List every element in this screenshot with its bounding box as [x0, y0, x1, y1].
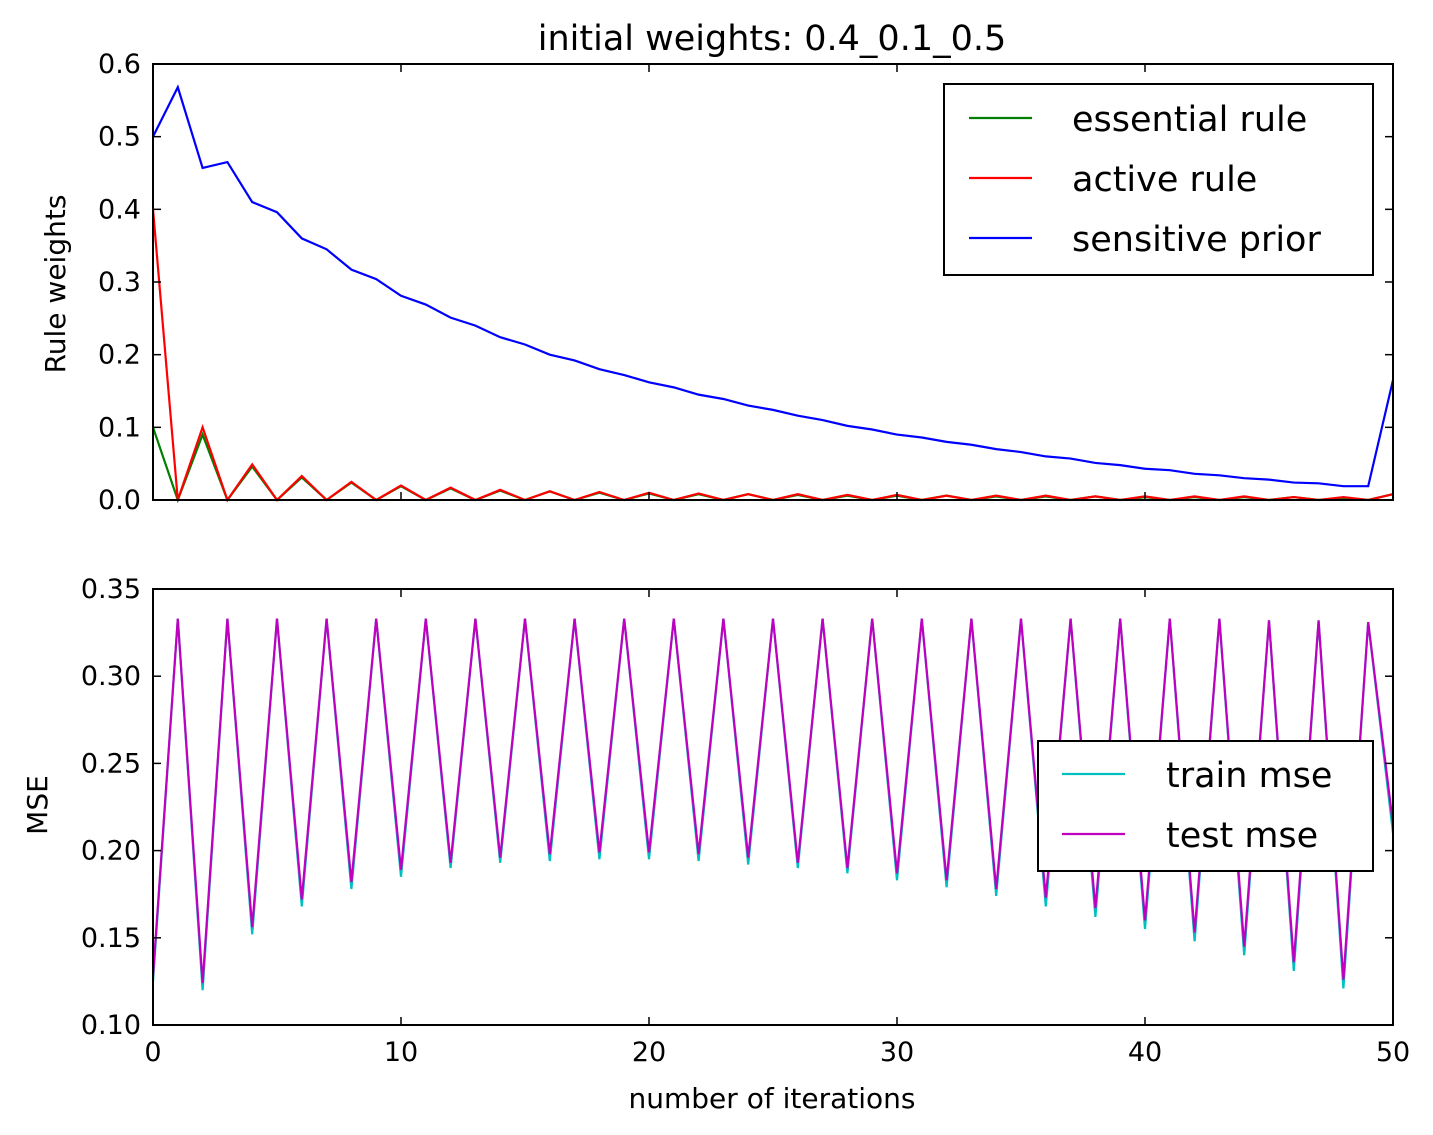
y-tick-label: 0.25	[81, 748, 141, 779]
legend-label-test-mse: test mse	[1166, 816, 1318, 856]
x-tick-label: 40	[1128, 1037, 1162, 1068]
y-tick-label: 0.4	[98, 194, 141, 225]
legend-label-essential-rule: essential rule	[1072, 100, 1307, 140]
mse-panel: MSE number of iterations 0 10 20 30 40 50 0.10…	[21, 574, 1410, 1115]
series-line-sensitive-prior	[152, 84, 1395, 488]
rule-weights-panel: initial weights: 0.4_0.1_0.5 Rule weight…	[39, 19, 1395, 516]
x-tick-label: 20	[632, 1037, 666, 1068]
y-tick-label: 0.3	[98, 267, 141, 298]
x-axis-label: number of iterations	[629, 1082, 916, 1115]
top-legend-box	[943, 83, 1374, 276]
y-tick-label: 0.0	[98, 485, 141, 516]
bottom-y-axis-label: MSE	[21, 775, 54, 835]
chart-title: initial weights: 0.4_0.1_0.5	[538, 19, 1007, 59]
y-tick-label: 0.15	[81, 923, 141, 954]
y-tick-label: 0.30	[81, 661, 141, 692]
top-plot-frame	[152, 63, 1394, 501]
bottom-legend: train mse test mse	[1037, 740, 1374, 872]
y-tick-label: 0.20	[81, 836, 141, 867]
y-tick-label: 0.10	[81, 1010, 141, 1041]
legend-label-train-mse: train mse	[1166, 756, 1332, 796]
y-tick-label: 0.35	[81, 574, 141, 605]
legend-label-sensitive-prior: sensitive prior	[1072, 220, 1321, 260]
bottom-ticks-group: 0 10 20 30 40 50 0.10 0.15 0.20 0.25 0.30 0.35	[81, 574, 1410, 1068]
x-tick-label: 10	[384, 1037, 418, 1068]
top-y-axis-label: Rule weights	[39, 195, 72, 374]
x-tick-label: 30	[880, 1037, 914, 1068]
legend-label-active-rule: active rule	[1072, 160, 1257, 200]
bottom-legend-box	[1037, 740, 1374, 872]
y-tick-label: 0.5	[98, 122, 141, 153]
x-tick-label: 50	[1376, 1037, 1410, 1068]
x-tick-label: 0	[144, 1037, 161, 1068]
y-tick-label: 0.6	[98, 49, 141, 80]
y-tick-label: 0.1	[98, 412, 141, 443]
top-legend: essential rule active rule sensitive pri…	[943, 83, 1374, 276]
bottom-plot-frame	[152, 588, 1394, 1026]
y-tick-label: 0.2	[98, 340, 141, 371]
